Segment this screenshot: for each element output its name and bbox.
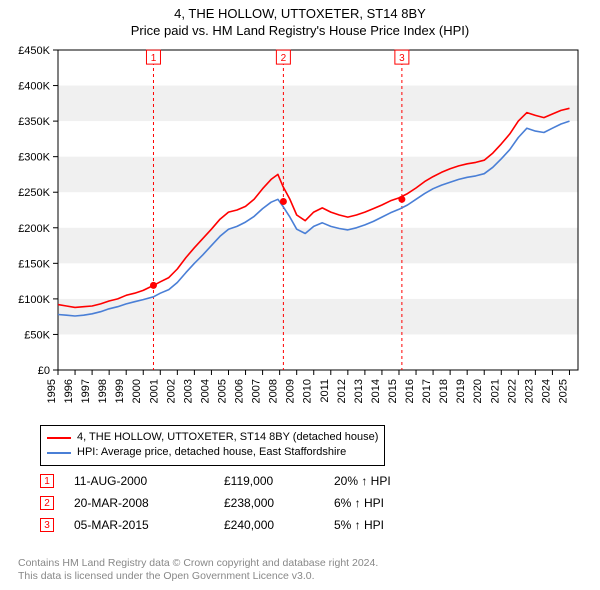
svg-text:£300K: £300K <box>18 152 50 164</box>
svg-text:£350K: £350K <box>18 116 50 128</box>
transaction-marker-1: 1 <box>40 474 54 488</box>
svg-text:2000: 2000 <box>131 379 143 403</box>
transaction-delta: 20% ↑ HPI <box>334 474 444 488</box>
title-main: 4, THE HOLLOW, UTTOXETER, ST14 8BY <box>0 6 600 21</box>
svg-text:2023: 2023 <box>523 379 535 403</box>
svg-text:2007: 2007 <box>251 379 263 403</box>
svg-text:2016: 2016 <box>404 379 416 403</box>
legend-swatch-hpi <box>47 452 71 454</box>
transaction-row: 1 11-AUG-2000 £119,000 20% ↑ HPI <box>40 470 444 492</box>
svg-text:£150K: £150K <box>18 258 50 270</box>
svg-text:2005: 2005 <box>216 379 228 403</box>
transaction-price: £238,000 <box>224 496 334 510</box>
svg-text:2001: 2001 <box>148 379 160 403</box>
transaction-row: 3 05-MAR-2015 £240,000 5% ↑ HPI <box>40 514 444 536</box>
svg-text:2018: 2018 <box>438 379 450 403</box>
svg-text:2014: 2014 <box>370 379 382 403</box>
transaction-date: 20-MAR-2008 <box>74 496 224 510</box>
legend-swatch-subject <box>47 437 71 439</box>
footer: Contains HM Land Registry data © Crown c… <box>18 557 378 584</box>
svg-text:2010: 2010 <box>302 379 314 403</box>
svg-text:2004: 2004 <box>199 379 211 403</box>
chart-svg: £0 £50K £100K £150K £200K £250K £300K £350K £400… <box>0 46 600 421</box>
svg-text:2021: 2021 <box>489 379 501 403</box>
svg-text:2022: 2022 <box>506 379 518 403</box>
svg-text:3: 3 <box>399 53 405 64</box>
svg-text:2025: 2025 <box>557 379 569 403</box>
svg-text:2013: 2013 <box>353 379 365 403</box>
svg-text:2019: 2019 <box>455 379 467 403</box>
svg-text:2003: 2003 <box>182 379 194 403</box>
legend-row-hpi: HPI: Average price, detached house, East… <box>47 445 378 460</box>
svg-text:1998: 1998 <box>97 379 109 403</box>
transaction-marker-2: 2 <box>40 496 54 510</box>
figure: 4, THE HOLLOW, UTTOXETER, ST14 8BY Price… <box>0 0 600 590</box>
legend: 4, THE HOLLOW, UTTOXETER, ST14 8BY (deta… <box>40 425 385 466</box>
svg-text:1995: 1995 <box>46 379 58 403</box>
transaction-date: 05-MAR-2015 <box>74 518 224 532</box>
svg-text:1: 1 <box>151 53 157 64</box>
svg-text:2008: 2008 <box>268 379 280 403</box>
svg-text:£250K: £250K <box>18 187 50 199</box>
transaction-delta: 6% ↑ HPI <box>334 496 444 510</box>
svg-text:£0: £0 <box>38 365 50 377</box>
svg-text:£50K: £50K <box>24 329 50 341</box>
svg-text:1999: 1999 <box>114 379 126 403</box>
transaction-date: 11-AUG-2000 <box>74 474 224 488</box>
svg-text:£200K: £200K <box>18 223 50 235</box>
transaction-price: £240,000 <box>224 518 334 532</box>
svg-text:2009: 2009 <box>285 379 297 403</box>
svg-text:£400K: £400K <box>18 81 50 93</box>
legend-row-subject: 4, THE HOLLOW, UTTOXETER, ST14 8BY (deta… <box>47 430 378 445</box>
title-sub: Price paid vs. HM Land Registry's House … <box>0 23 600 38</box>
svg-text:£450K: £450K <box>18 46 50 57</box>
transaction-row: 2 20-MAR-2008 £238,000 6% ↑ HPI <box>40 492 444 514</box>
svg-text:2006: 2006 <box>234 379 246 403</box>
svg-text:2015: 2015 <box>387 379 399 403</box>
legend-label-subject: 4, THE HOLLOW, UTTOXETER, ST14 8BY (deta… <box>77 430 378 445</box>
legend-label-hpi: HPI: Average price, detached house, East… <box>77 445 346 460</box>
transaction-price: £119,000 <box>224 474 334 488</box>
svg-text:1996: 1996 <box>63 379 75 403</box>
footer-line-2: This data is licensed under the Open Gov… <box>18 570 378 584</box>
svg-text:2002: 2002 <box>165 379 177 403</box>
chart: £0 £50K £100K £150K £200K £250K £300K £350K £400… <box>0 46 600 421</box>
title-block: 4, THE HOLLOW, UTTOXETER, ST14 8BY Price… <box>0 0 600 38</box>
transaction-delta: 5% ↑ HPI <box>334 518 444 532</box>
svg-text:2024: 2024 <box>540 379 552 403</box>
svg-text:2: 2 <box>281 53 287 64</box>
svg-text:2017: 2017 <box>421 379 433 403</box>
transaction-marker-3: 3 <box>40 518 54 532</box>
svg-text:2011: 2011 <box>319 379 331 403</box>
svg-text:1997: 1997 <box>80 379 92 403</box>
svg-text:2012: 2012 <box>336 379 348 403</box>
svg-text:2020: 2020 <box>472 379 484 403</box>
svg-text:£100K: £100K <box>18 294 50 306</box>
transactions-table: 1 11-AUG-2000 £119,000 20% ↑ HPI 2 20-MA… <box>40 470 444 536</box>
footer-line-1: Contains HM Land Registry data © Crown c… <box>18 557 378 571</box>
